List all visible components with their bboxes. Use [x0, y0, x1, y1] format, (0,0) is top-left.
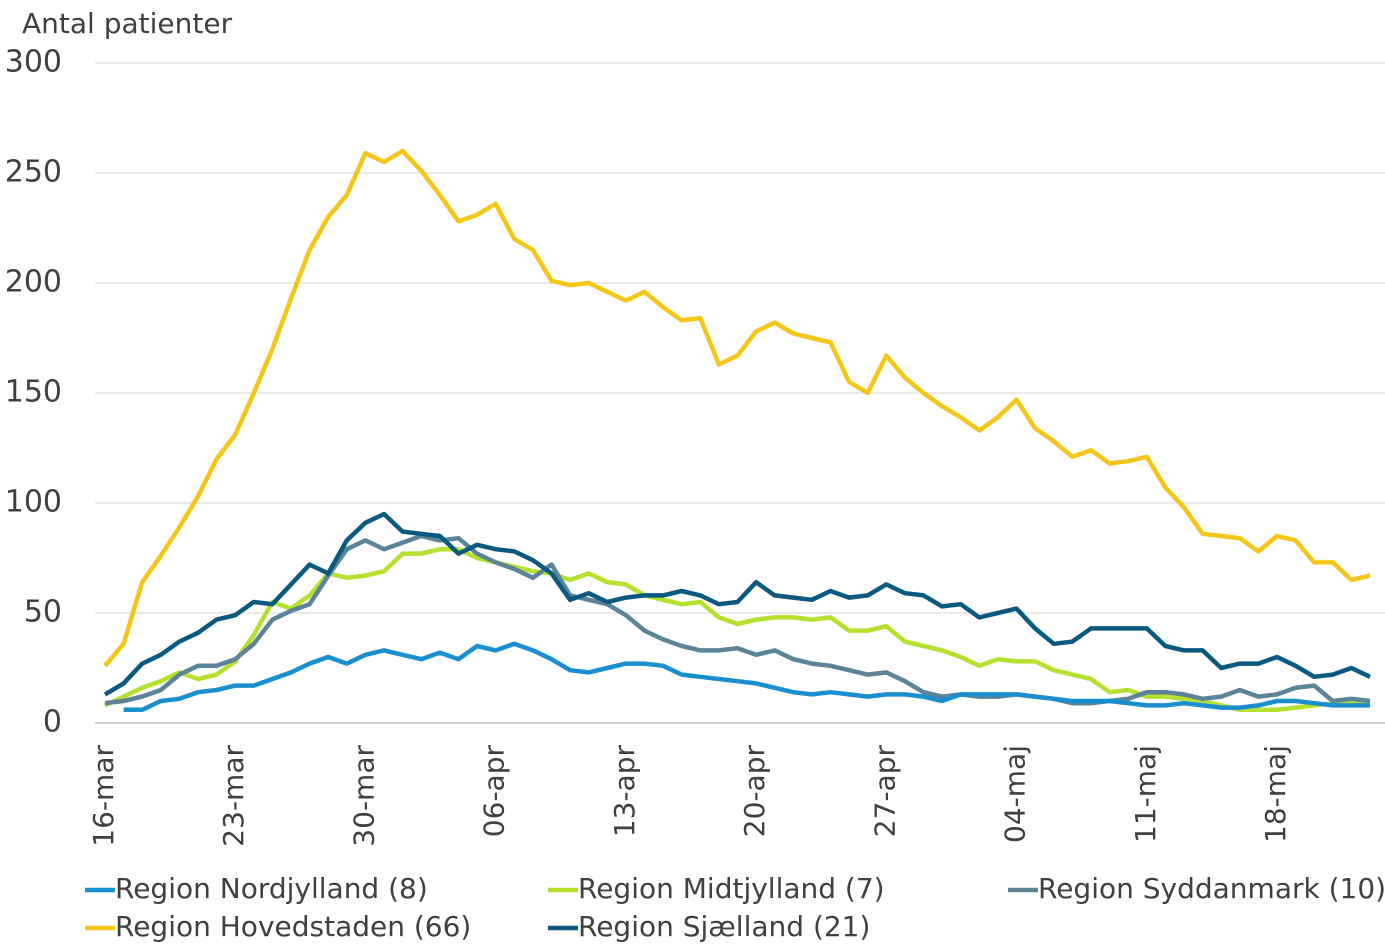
series-line	[104, 546, 1370, 713]
series-line	[123, 641, 1370, 713]
x-tick-label: 30-mar	[347, 745, 380, 847]
series-line	[103, 511, 1371, 697]
x-tick-label: 16-mar	[87, 745, 120, 847]
legend-label: Region Nordjylland (8)	[115, 872, 428, 905]
y-tick-label: 0	[43, 705, 62, 740]
x-tick-label: 23-mar	[217, 745, 250, 847]
legend-label: Region Hovedstaden (66)	[115, 910, 471, 943]
y-tick-label: 50	[24, 595, 62, 630]
x-tick-label: 04-maj	[999, 745, 1032, 843]
y-tick-label: 250	[5, 155, 62, 190]
x-tick-label: 27-apr	[868, 745, 901, 838]
x-tick-label: 11-maj	[1129, 745, 1162, 843]
x-tick-label: 13-apr	[608, 745, 641, 838]
y-axis-label: Antal patienter	[22, 7, 233, 40]
y-tick-label: 150	[5, 375, 62, 410]
series-line	[103, 148, 1371, 668]
y-tick-label: 300	[5, 45, 62, 80]
x-tick-label: 20-apr	[738, 745, 771, 838]
series-line	[104, 533, 1371, 706]
x-tick-label: 18-maj	[1259, 745, 1292, 843]
legend-label: Region Sjælland (21)	[578, 910, 870, 943]
x-tick-label: 06-apr	[478, 745, 511, 838]
legend-label: Region Syddanmark (10)	[1038, 872, 1385, 905]
y-tick-label: 200	[5, 265, 62, 300]
legend-label: Region Midtjylland (7)	[578, 872, 885, 905]
y-tick-label: 100	[5, 485, 62, 520]
